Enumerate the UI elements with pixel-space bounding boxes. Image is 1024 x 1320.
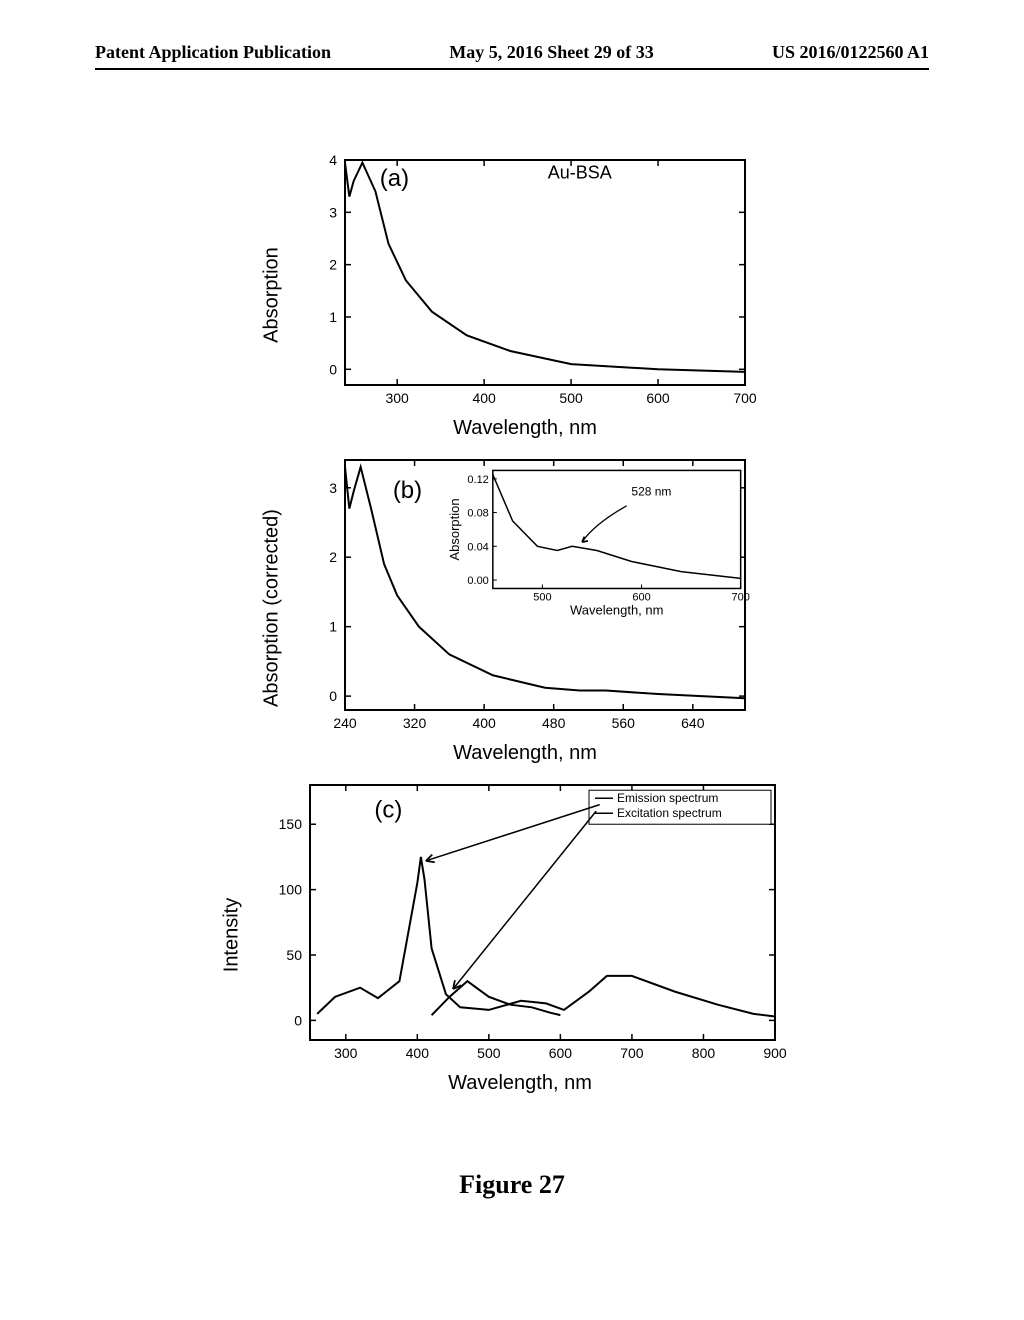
chart-b-ylabel: Absorption (corrected): [261, 509, 284, 707]
svg-text:240: 240: [333, 715, 357, 731]
svg-text:500: 500: [533, 591, 551, 603]
svg-text:500: 500: [477, 1045, 501, 1061]
svg-text:0.00: 0.00: [467, 575, 488, 587]
chart-c: 0 50 100 150 300 400 500 600 700 800 900 (c) Emissio…: [250, 775, 790, 1065]
svg-text:0: 0: [329, 688, 337, 704]
svg-text:0: 0: [329, 361, 337, 377]
chart-a-ylabel: Absorption: [261, 247, 284, 343]
header-rule: [95, 68, 929, 70]
svg-text:400: 400: [472, 715, 496, 731]
svg-text:700: 700: [731, 591, 749, 603]
svg-text:3: 3: [329, 480, 337, 496]
svg-text:Absorption: Absorption: [447, 498, 462, 560]
svg-text:0: 0: [294, 1012, 302, 1028]
chart-a-xlabel: Wavelength, nm: [290, 417, 760, 440]
svg-text:0.12: 0.12: [467, 474, 488, 486]
svg-text:640: 640: [681, 715, 705, 731]
svg-text:2: 2: [329, 549, 337, 565]
svg-text:(c): (c): [374, 797, 402, 824]
chart-c-ylabel: Intensity: [221, 898, 244, 972]
header-left: Patent Application Publication: [95, 42, 331, 63]
svg-text:(b): (b): [393, 477, 422, 504]
svg-text:150: 150: [279, 816, 303, 832]
svg-text:300: 300: [385, 390, 409, 406]
svg-text:600: 600: [549, 1045, 573, 1061]
svg-text:Wavelength, nm: Wavelength, nm: [570, 602, 663, 617]
svg-text:300: 300: [334, 1045, 358, 1061]
svg-text:400: 400: [472, 390, 496, 406]
svg-text:700: 700: [620, 1045, 644, 1061]
svg-text:500: 500: [559, 390, 583, 406]
header-right: US 2016/0122560 A1: [772, 42, 929, 63]
svg-text:100: 100: [279, 882, 303, 898]
charts-column: Absorption 01234300400500600700(a)Au-BSA…: [230, 150, 790, 1105]
page-header: Patent Application Publication May 5, 20…: [0, 42, 1024, 63]
svg-text:800: 800: [692, 1045, 716, 1061]
svg-text:Emission spectrum: Emission spectrum: [617, 791, 718, 805]
svg-text:50: 50: [286, 947, 302, 963]
figure-caption: Figure 27: [0, 1170, 1024, 1200]
svg-text:700: 700: [733, 390, 757, 406]
svg-text:Excitation spectrum: Excitation spectrum: [617, 806, 722, 820]
svg-text:320: 320: [403, 715, 427, 731]
svg-text:900: 900: [763, 1045, 787, 1061]
chart-b: 0 1 2 3 240 320 400 480 560 640 (b) 0.00 0.04 0.08 0.1…: [290, 450, 760, 735]
chart-a: 0 1 2 3 4 300 400 500 600 700 (a) Au-BSA: [290, 150, 760, 410]
chart-b-block: Absorption (corrected) 01232403204004805…: [290, 450, 790, 765]
svg-text:(a): (a): [380, 165, 409, 192]
chart-b-xlabel: Wavelength, nm: [290, 742, 760, 765]
svg-text:600: 600: [646, 390, 670, 406]
svg-text:0.04: 0.04: [467, 541, 488, 553]
chart-c-xlabel: Wavelength, nm: [250, 1072, 790, 1095]
chart-a-block: Absorption 01234300400500600700(a)Au-BSA…: [290, 150, 790, 440]
header-center: May 5, 2016 Sheet 29 of 33: [449, 42, 653, 63]
svg-text:400: 400: [406, 1045, 430, 1061]
svg-text:480: 480: [542, 715, 566, 731]
svg-text:1: 1: [329, 309, 337, 325]
svg-text:2: 2: [329, 257, 337, 273]
svg-text:1: 1: [329, 619, 337, 635]
svg-text:4: 4: [329, 152, 337, 168]
svg-text:528 nm: 528 nm: [631, 485, 671, 499]
svg-text:560: 560: [612, 715, 636, 731]
svg-text:0.08: 0.08: [467, 508, 488, 520]
chart-c-block: Intensity 050100150300400500600700800900…: [250, 775, 790, 1095]
svg-text:Au-BSA: Au-BSA: [548, 162, 612, 182]
svg-text:3: 3: [329, 204, 337, 220]
